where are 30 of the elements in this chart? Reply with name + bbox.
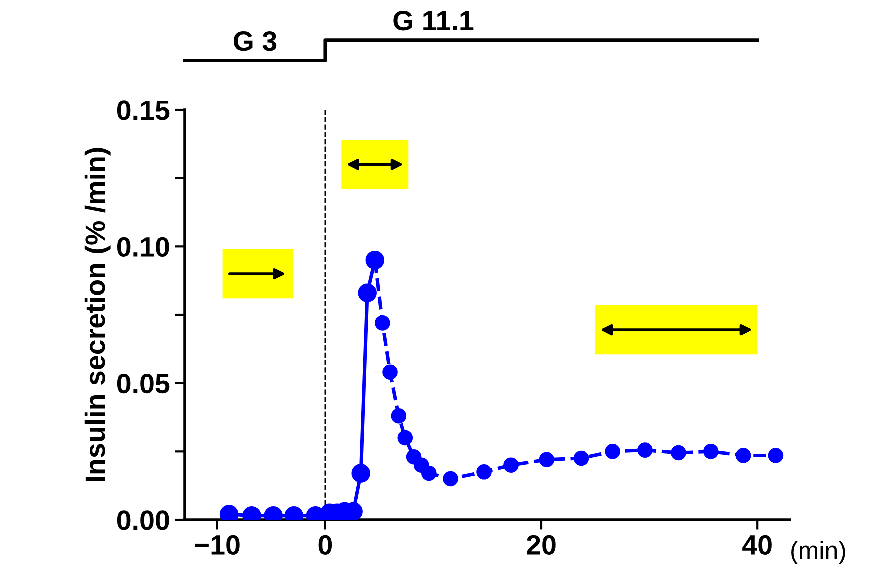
point <box>422 466 437 482</box>
point <box>358 284 377 303</box>
point <box>638 442 653 458</box>
point <box>574 450 590 466</box>
text: G 11.1 <box>394 11 474 31</box>
point <box>605 444 620 460</box>
point <box>504 458 519 473</box>
point <box>382 364 398 380</box>
x-tick-label: −10 <box>195 535 240 555</box>
point <box>671 445 686 461</box>
y-tick-label: 0.10 <box>117 237 170 258</box>
point <box>736 448 752 464</box>
point <box>703 444 719 460</box>
x-tick-label: 0 <box>318 535 332 555</box>
point <box>476 464 492 480</box>
y-tick-label: 0.05 <box>117 374 170 394</box>
point <box>391 408 407 424</box>
point <box>443 471 458 487</box>
y-axis-title: Insulin secretion (% /min) <box>84 148 111 482</box>
x-axis-title: (min) <box>792 541 846 564</box>
y-tick-label: 0.00 <box>117 510 170 530</box>
y-tick-label: 0.15 <box>117 100 170 120</box>
x-tick-label: 40 <box>742 535 772 555</box>
point <box>539 452 555 468</box>
x-tick-label: 20 <box>527 535 556 555</box>
point <box>352 464 370 483</box>
point <box>768 448 784 464</box>
point <box>398 430 414 446</box>
point <box>375 316 390 331</box>
text: G 3 <box>234 32 277 52</box>
